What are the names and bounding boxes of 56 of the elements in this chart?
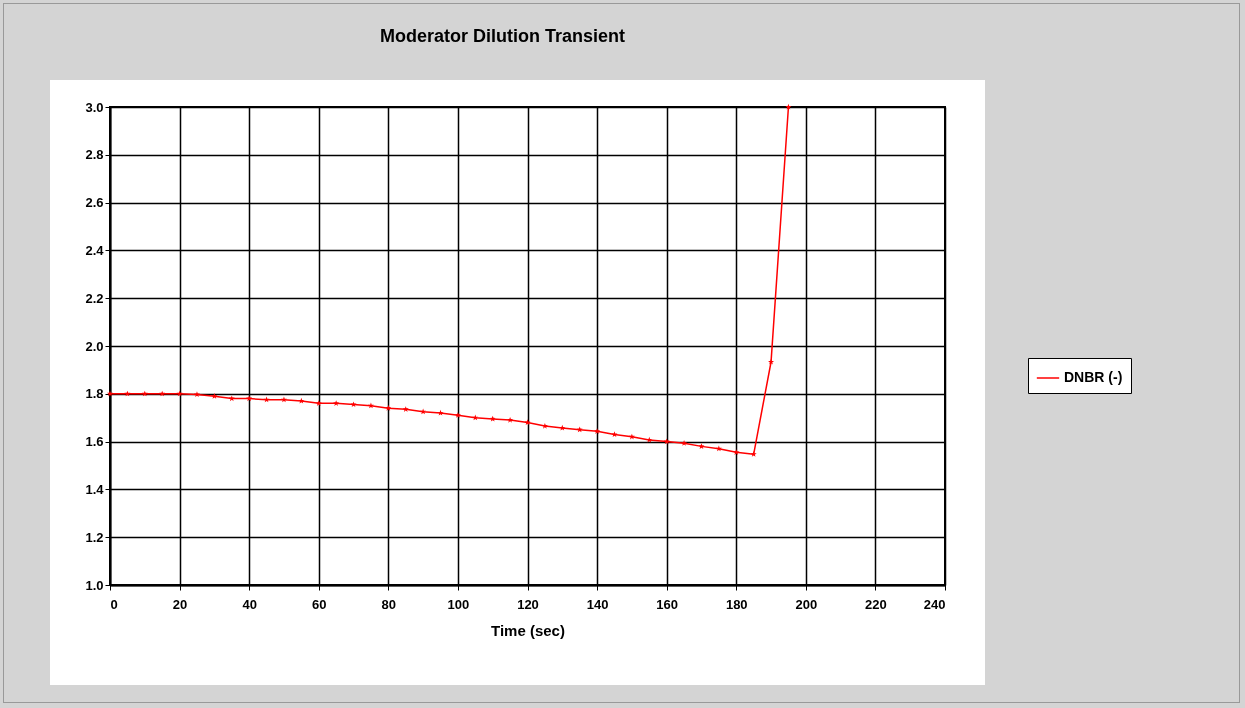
x-tick-label: 200 (795, 596, 818, 612)
point (385, 404, 392, 411)
x-tick-label: 120 (517, 596, 539, 612)
x-tick-label: 20 (172, 596, 188, 612)
y-tick-label: 2.0 (85, 338, 104, 354)
point (246, 395, 253, 402)
point (733, 449, 740, 455)
y-tick-label: 2.8 (85, 147, 104, 163)
y-tick-label: 2.2 (85, 290, 104, 306)
x-tick-label: 0 (110, 596, 118, 612)
point (263, 396, 270, 403)
point (489, 415, 496, 422)
x-tick-label: 220 (865, 596, 887, 612)
point (228, 395, 235, 402)
point (141, 390, 148, 397)
y-tick-label: 2.6 (85, 195, 104, 211)
point (681, 440, 688, 446)
point (437, 409, 444, 416)
point (785, 103, 792, 110)
point (594, 428, 601, 434)
point (472, 414, 479, 421)
point (559, 424, 566, 431)
x-tick-label: 40 (242, 596, 257, 612)
point (646, 436, 653, 443)
y-tick-label: 1.8 (85, 386, 104, 402)
point (611, 431, 618, 437)
point (124, 390, 131, 397)
x-tick-label: 80 (381, 596, 397, 612)
point (176, 390, 183, 397)
y-tick-label: 3.0 (85, 99, 104, 115)
x-axis-title: Time (sec) (491, 621, 565, 639)
x-tick-label: 160 (656, 596, 679, 612)
point (507, 416, 514, 423)
point (315, 400, 322, 406)
point (211, 393, 218, 399)
point (333, 400, 340, 406)
point (698, 443, 705, 449)
x-tick-label: 240 (923, 596, 946, 612)
y-tick-label: 1.2 (85, 529, 104, 545)
chart-title: Moderator Dilution Transient (379, 26, 626, 46)
point (454, 412, 461, 418)
point (298, 397, 305, 404)
x-tick-label: 180 (725, 596, 748, 612)
point (402, 406, 409, 412)
x-tick-label: 140 (586, 596, 609, 612)
point (750, 451, 757, 457)
y-tick-label: 1.0 (85, 577, 104, 593)
x-tick-label: 100 (447, 596, 470, 612)
point (768, 358, 775, 365)
point (524, 419, 531, 426)
y-tick-label: 2.4 (85, 242, 105, 258)
y-tick-label: 1.4 (85, 481, 105, 497)
point (193, 391, 200, 398)
y-tick-label: 1.6 (85, 434, 104, 450)
legend-label: DNBR (-) (1064, 369, 1123, 385)
x-tick-label: 60 (312, 596, 327, 612)
